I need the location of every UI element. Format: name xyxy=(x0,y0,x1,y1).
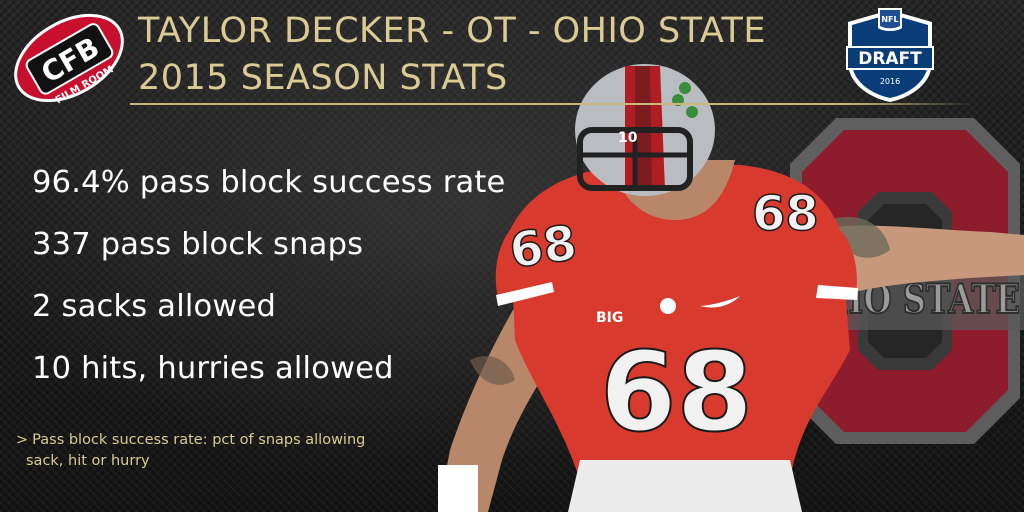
conference-patch: BIG xyxy=(596,310,623,326)
stat-pass-block-success-rate: 96.4% pass block success rate xyxy=(32,165,506,200)
draft-year: 2016 xyxy=(880,77,900,86)
helmet-number: 10 xyxy=(618,130,638,146)
stat-hits-hurries-allowed: 10 hits, hurries allowed xyxy=(32,351,394,386)
header-divider xyxy=(130,103,974,105)
nfl-shield-icon: NFL xyxy=(881,15,898,24)
stat-sacks-allowed: 2 sacks allowed xyxy=(32,289,277,324)
nfl-draft-badge: NFL DRAFT 2016 xyxy=(846,8,934,102)
page-title: TAYLOR DECKER - OT - OHIO STATE xyxy=(138,11,767,51)
page-subtitle: 2015 SEASON STATS xyxy=(138,58,508,98)
stat-pass-block-snaps: 337 pass block snaps xyxy=(32,227,364,262)
footnote: > Pass block success rate: pct of snaps a… xyxy=(16,430,416,472)
stats-list: 96.4% pass block success rate 337 pass b… xyxy=(32,165,506,416)
footnote-line-1: Pass block success rate: pct of snaps al… xyxy=(32,432,366,448)
jersey-number-left-shoulder: 68 xyxy=(506,215,580,280)
footnote-line-2: sack, hit or hurry xyxy=(26,453,150,469)
player-photo: 10 68 68 68 BIG xyxy=(438,64,1024,512)
jersey-number-right-shoulder: 68 xyxy=(752,186,819,242)
draft-label: DRAFT xyxy=(858,49,922,69)
jersey-number-chest: 68 xyxy=(600,328,753,456)
footnote-marker: > xyxy=(16,432,29,448)
cfb-film-room-logo: CFB FILM ROOM xyxy=(14,13,124,106)
